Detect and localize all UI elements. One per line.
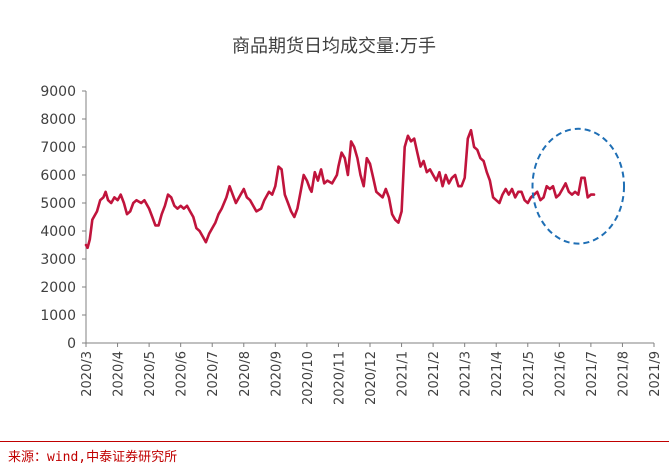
x-tick-label: 2020/8	[238, 351, 253, 397]
x-tick-label: 2020/11	[332, 351, 347, 405]
y-tick-label: 9000	[40, 84, 76, 100]
highlight-ellipse	[531, 127, 626, 245]
x-axis: 2020/3 2020/4 2020/5 2020/6 2020/7 2020/8 2020…	[80, 342, 663, 405]
x-tick-label: 2020/3	[80, 351, 95, 397]
x-tick-label: 2020/12	[364, 351, 379, 405]
x-tick-label: 2021/7	[585, 351, 600, 397]
x-tick-label: 2021/9	[648, 351, 663, 397]
y-axis: 0 1000 2000 3000 4000 5000 6000 7000 8000 9000	[40, 84, 87, 352]
y-tick-label: 5000	[40, 196, 76, 212]
chart-title: 商品期货日均成交量:万手	[232, 36, 436, 57]
x-tick-label: 2020/5	[143, 351, 158, 397]
annotation-layer	[531, 127, 626, 245]
series-layer	[84, 128, 596, 250]
y-tick-label: 4000	[40, 224, 76, 240]
y-tick-label: 6000	[40, 168, 76, 184]
x-tick-label: 2021/2	[427, 351, 442, 397]
x-tick-label: 2021/4	[490, 351, 505, 397]
x-tick-label: 2021/5	[522, 351, 537, 397]
source-note: 来源：wind,中泰证券研究所	[8, 450, 178, 465]
y-tick-label: 3000	[40, 252, 76, 268]
x-tick-label: 2021/1	[396, 351, 411, 397]
y-tick-label: 2000	[40, 280, 76, 296]
series-line	[84, 128, 596, 250]
x-tick-label: 2020/9	[269, 351, 284, 397]
source-divider	[0, 441, 669, 442]
x-tick-label: 2021/8	[616, 351, 631, 397]
y-tick-label: 1000	[40, 308, 76, 324]
y-tick-label: 0	[67, 336, 76, 352]
x-tick-label: 2020/7	[206, 351, 221, 397]
y-tick-label: 7000	[40, 140, 76, 156]
x-tick-label: 2021/3	[459, 351, 474, 397]
x-tick-label: 2020/4	[112, 351, 127, 397]
x-tick-label: 2020/6	[175, 351, 190, 397]
x-tick-label: 2021/6	[553, 351, 568, 397]
y-tick-label: 8000	[40, 112, 76, 128]
x-tick-label: 2020/10	[301, 351, 316, 405]
